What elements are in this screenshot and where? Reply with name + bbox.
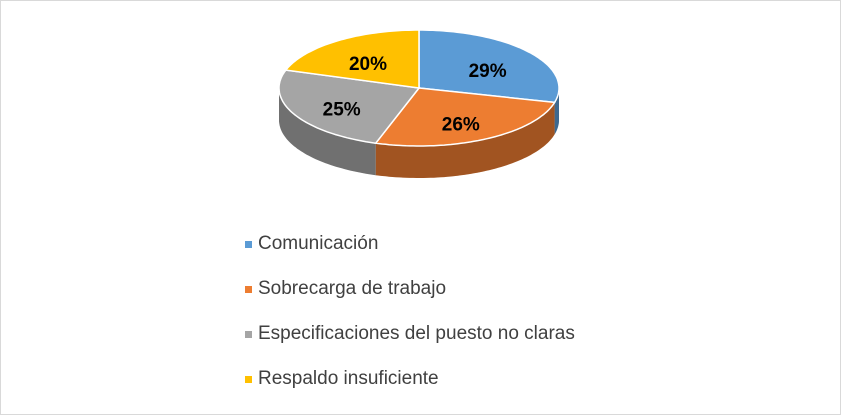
pie-slice-side [554, 88, 559, 135]
pie-slice-side [279, 88, 376, 176]
legend-label: Comunicación [258, 233, 378, 254]
legend-label: Especificaciones del puesto no claras [258, 323, 575, 344]
legend-label: Sobrecarga de trabajo [258, 278, 446, 299]
data-label: 25% [323, 99, 361, 120]
pie-slice-side-shade [554, 88, 559, 135]
legend-label: Respaldo insuficiente [258, 368, 439, 389]
legend-swatch [245, 376, 252, 383]
data-label: 20% [349, 54, 387, 75]
pie-slice [374, 87, 556, 147]
legend-swatch [245, 331, 252, 338]
pie-slice [284, 29, 420, 89]
pie-slice-side [375, 102, 555, 178]
pie-slice-side-shade [279, 88, 376, 176]
legend-swatch [245, 241, 252, 248]
pie-slice-side-shade [375, 102, 555, 178]
data-label: 26% [442, 115, 480, 136]
pie-slice [418, 29, 560, 104]
legend-swatch [245, 286, 252, 293]
data-label: 29% [469, 61, 507, 82]
pie-slice [278, 69, 421, 145]
